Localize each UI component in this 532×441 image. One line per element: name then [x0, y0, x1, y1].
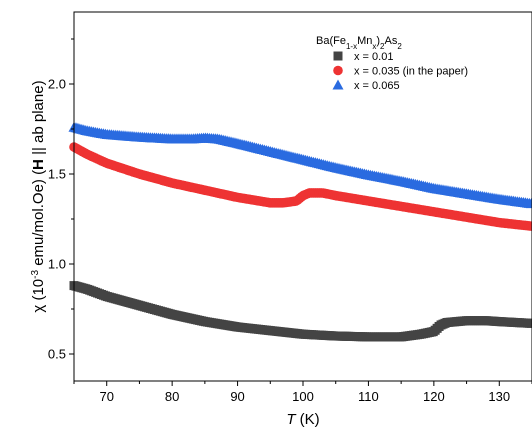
legend-label: x = 0.01	[354, 51, 393, 63]
legend-marker	[333, 51, 343, 61]
legend-marker	[332, 79, 344, 90]
y-tick-label: 1.5	[48, 167, 66, 182]
series-layer	[68, 121, 532, 342]
data-point	[526, 221, 532, 231]
legend-marker	[333, 65, 343, 76]
legend-label: x = 0.035 (in the paper)	[354, 66, 468, 78]
legend-entry: x = 0.035 (in the paper)	[333, 66, 468, 78]
x-tick-label: 120	[423, 389, 445, 404]
y-axis-title: χ (10-3 emu/mol.Oe) (H || ab plane)	[30, 80, 48, 312]
series-2	[69, 142, 532, 231]
legend-entry: x = 0.065	[332, 79, 400, 92]
legend-title: Ba(Fe1-xMnx)2As2	[316, 35, 402, 51]
x-axis-title: T (K)	[286, 411, 319, 428]
x-tick-label: 100	[292, 389, 314, 404]
series-3	[68, 121, 532, 209]
legend-label: x = 0.065	[354, 80, 400, 92]
legend-entry: x = 0.01	[333, 51, 393, 63]
x-tick-label: 110	[358, 389, 379, 404]
data-point	[526, 318, 532, 328]
y-tick-label: 0.5	[48, 347, 66, 362]
x-tick-label: 80	[165, 389, 179, 404]
legend: Ba(Fe1-xMnx)2As2 x = 0.01 x = 0.035 (in t…	[316, 35, 468, 92]
series-1	[69, 281, 532, 342]
x-tick-label: 70	[99, 389, 113, 404]
y-tick-label: 2.0	[48, 77, 66, 92]
y-tick-label: 1.0	[48, 257, 66, 272]
data-point	[525, 198, 532, 209]
x-tick-label: 130	[488, 389, 510, 404]
x-tick-label: 90	[230, 389, 244, 404]
